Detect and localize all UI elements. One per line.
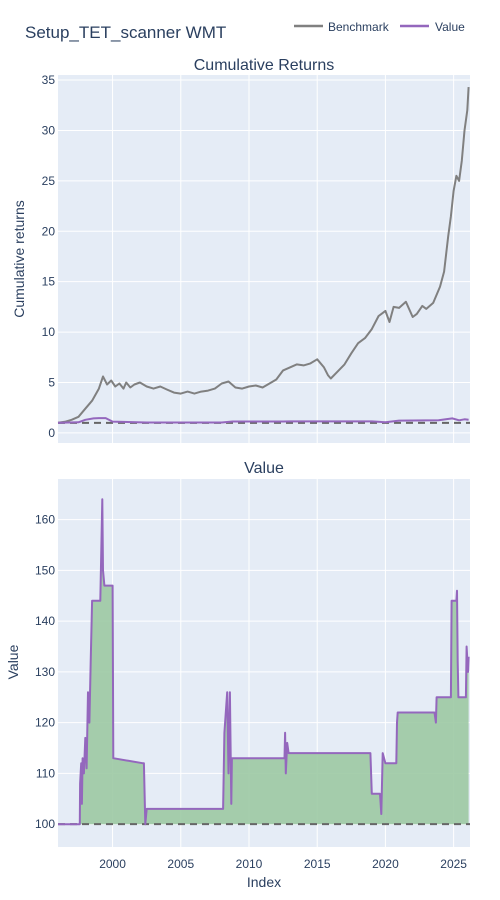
x-tick-label: 2000 [99,857,126,871]
y-tick-label: 15 [42,275,56,289]
y-tick-label: 5 [48,376,55,390]
subplot-cumulative-returns: Cumulative Returns 0 5 10 15 20 25 30 35 Cumula… [11,57,470,443]
y-tick-label: 120 [35,716,55,730]
series-cumulative-returns [57,87,470,424]
legend[interactable]: Benchmark Value [294,20,465,34]
series-value [58,498,470,826]
y-tick-label: 20 [42,224,56,238]
x-tick-label: 2010 [236,857,263,871]
grid-cumulative-returns [58,75,470,443]
y-ticks-value: 100 110 120 130 140 150 160 [35,513,55,832]
x-tick-label: 2020 [372,857,399,871]
y-tick-label: 30 [42,123,56,137]
y-ticks-cumulative-returns: 0 5 10 15 20 25 30 35 [42,73,56,440]
subplot-title-value: Value [244,460,284,477]
x-axis-label-value: Index [247,874,281,890]
legend-item-value[interactable]: Value [400,20,465,34]
legend-label-benchmark: Benchmark [328,20,390,34]
y-tick-label: 150 [35,563,55,577]
y-tick-label: 35 [42,73,56,87]
y-axis-label-cumulative-returns: Cumulative returns [11,200,27,318]
series-line-value[interactable] [57,417,469,424]
subplot-value: Value 100 110 120 130 140 150 160 2000 2005 2010… [5,460,470,890]
x-tick-label: 2015 [304,857,331,871]
subplot-title-cumulative-returns: Cumulative Returns [194,57,335,74]
y-tick-label: 100 [35,817,55,831]
y-tick-label: 160 [35,513,55,527]
y-axis-label-value: Value [5,644,21,679]
y-tick-label: 110 [36,766,55,780]
legend-label-value: Value [435,20,465,34]
y-tick-label: 0 [48,426,55,440]
series-line-value[interactable] [58,498,470,826]
figure-title: Setup_TET_scanner WMT [25,23,226,42]
x-ticks-value: 2000 2005 2010 2015 2020 2025 [99,857,467,871]
x-tick-label: 2005 [167,857,194,871]
series-line-benchmark[interactable] [57,87,470,424]
x-tick-label: 2025 [440,857,467,871]
area-fill-value [58,499,469,825]
legend-item-benchmark[interactable]: Benchmark [294,20,390,34]
y-tick-label: 10 [42,325,56,339]
area-fill-value [58,499,469,825]
y-tick-label: 25 [42,174,56,188]
y-tick-label: 140 [35,614,55,628]
y-tick-label: 130 [35,665,55,679]
